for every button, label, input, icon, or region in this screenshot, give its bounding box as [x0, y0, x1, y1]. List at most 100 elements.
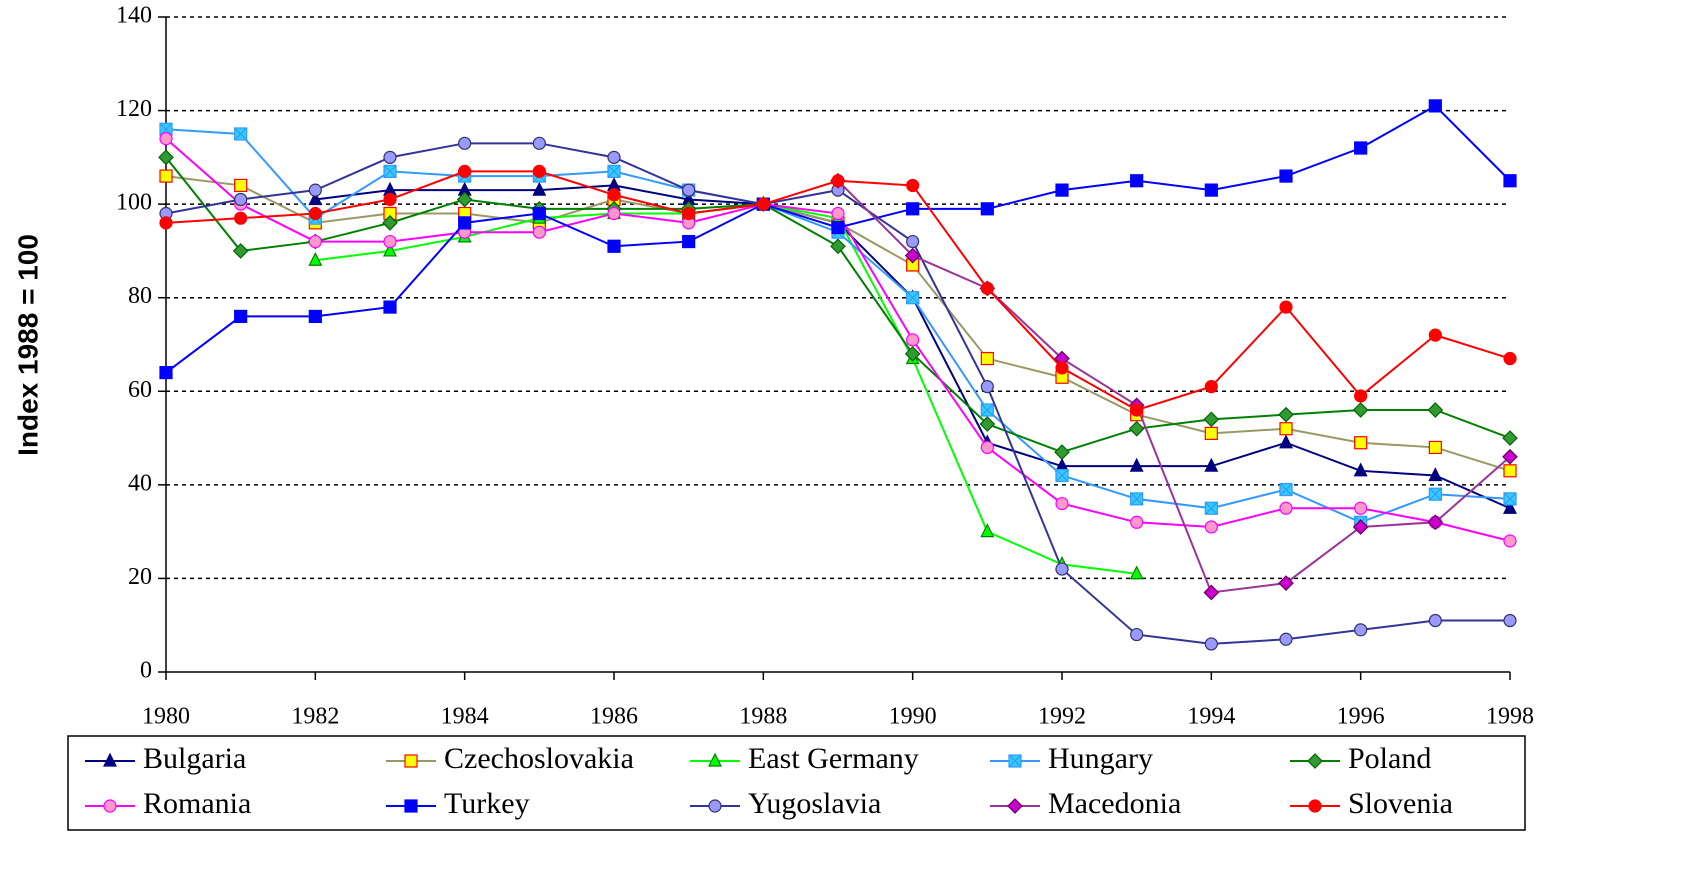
marker	[1055, 562, 1069, 576]
legend-marker	[1308, 799, 1322, 813]
marker	[1279, 422, 1293, 436]
marker	[980, 523, 995, 538]
legend-label: Yugoslavia	[748, 787, 881, 820]
x-tick-label: 1986	[590, 704, 638, 730]
marker	[382, 215, 398, 231]
marker	[234, 178, 248, 193]
marker	[159, 169, 173, 183]
marker	[1279, 300, 1293, 314]
x-tick-label: 1994	[1187, 704, 1235, 730]
legend-box	[67, 735, 1526, 831]
marker	[458, 216, 472, 230]
marker	[1502, 430, 1518, 446]
marker-cross	[1008, 754, 1022, 768]
marker	[1354, 389, 1368, 403]
marker-cross	[906, 291, 920, 305]
marker	[906, 234, 920, 249]
marker	[1204, 426, 1218, 440]
legend-marker	[708, 799, 722, 813]
marker	[1352, 519, 1369, 535]
y-tick-label: 80	[128, 283, 152, 309]
marker	[234, 211, 248, 225]
marker	[308, 309, 322, 324]
marker	[1354, 141, 1368, 155]
marker	[904, 346, 921, 362]
series-line	[315, 203, 1137, 575]
marker	[980, 380, 994, 394]
marker	[232, 243, 249, 259]
marker	[1428, 328, 1442, 342]
marker	[830, 238, 846, 255]
marker-cross	[159, 122, 173, 136]
marker	[383, 150, 397, 164]
marker	[308, 234, 322, 249]
legend-label: Turkey	[444, 787, 530, 820]
marker	[1130, 174, 1144, 188]
marker	[1503, 351, 1517, 366]
marker	[458, 136, 472, 150]
marker	[1503, 464, 1517, 478]
marker	[607, 150, 621, 164]
y-axis-label: Index 1988 = 100	[12, 234, 43, 456]
marker	[1353, 462, 1368, 477]
marker	[308, 191, 323, 206]
legend-marker	[708, 752, 722, 767]
marker	[1204, 457, 1219, 472]
marker	[1130, 403, 1144, 417]
marker	[1055, 496, 1069, 511]
marker	[1128, 420, 1145, 437]
marker	[234, 192, 248, 207]
marker	[383, 300, 397, 314]
marker	[1130, 515, 1144, 529]
marker	[158, 149, 174, 166]
legend-label: Bulgaria	[143, 742, 246, 775]
marker-cross	[980, 403, 994, 417]
marker	[980, 440, 994, 455]
x-tick-label: 1992	[1038, 704, 1086, 730]
marker	[1352, 402, 1369, 418]
marker	[1427, 402, 1444, 418]
legend-label: Hungary	[1048, 742, 1153, 775]
marker	[1503, 499, 1517, 514]
marker	[1354, 623, 1368, 637]
legend-label: Poland	[1348, 742, 1431, 775]
x-tick-label: 1996	[1337, 704, 1385, 730]
legend-label: East Germany	[748, 742, 919, 775]
y-tick-label: 40	[128, 470, 152, 496]
y-tick-label: 140	[116, 3, 152, 29]
marker	[234, 309, 248, 324]
legend-marker	[103, 752, 117, 767]
marker-cross	[1055, 469, 1069, 482]
marker	[831, 206, 845, 221]
marker	[1354, 501, 1368, 515]
marker	[906, 333, 920, 347]
marker	[1129, 457, 1144, 472]
legend-label: Macedonia	[1048, 787, 1181, 820]
marker	[1130, 627, 1144, 642]
y-tick-label: 20	[128, 564, 152, 590]
marker	[1428, 440, 1442, 455]
marker	[1203, 411, 1220, 428]
marker	[1503, 534, 1517, 548]
marker	[1055, 183, 1069, 197]
x-tick-label: 1988	[739, 704, 787, 730]
marker	[904, 247, 921, 264]
marker	[532, 181, 547, 196]
marker-cross	[607, 164, 621, 178]
marker	[682, 206, 696, 221]
marker	[383, 242, 397, 257]
legend-marker	[404, 754, 418, 768]
legend-marker	[1307, 753, 1323, 769]
marker	[1428, 99, 1442, 113]
marker	[1428, 467, 1443, 482]
marker	[532, 225, 546, 239]
legend-marker	[1007, 798, 1023, 814]
marker	[1204, 183, 1218, 197]
legend-marker	[103, 799, 117, 813]
marker	[1503, 613, 1517, 628]
marker	[1204, 520, 1218, 534]
series-line	[165, 156, 1511, 454]
marker-cross	[383, 164, 397, 178]
x-tick-label: 1980	[142, 704, 190, 730]
x-tick-label: 1998	[1486, 704, 1534, 730]
